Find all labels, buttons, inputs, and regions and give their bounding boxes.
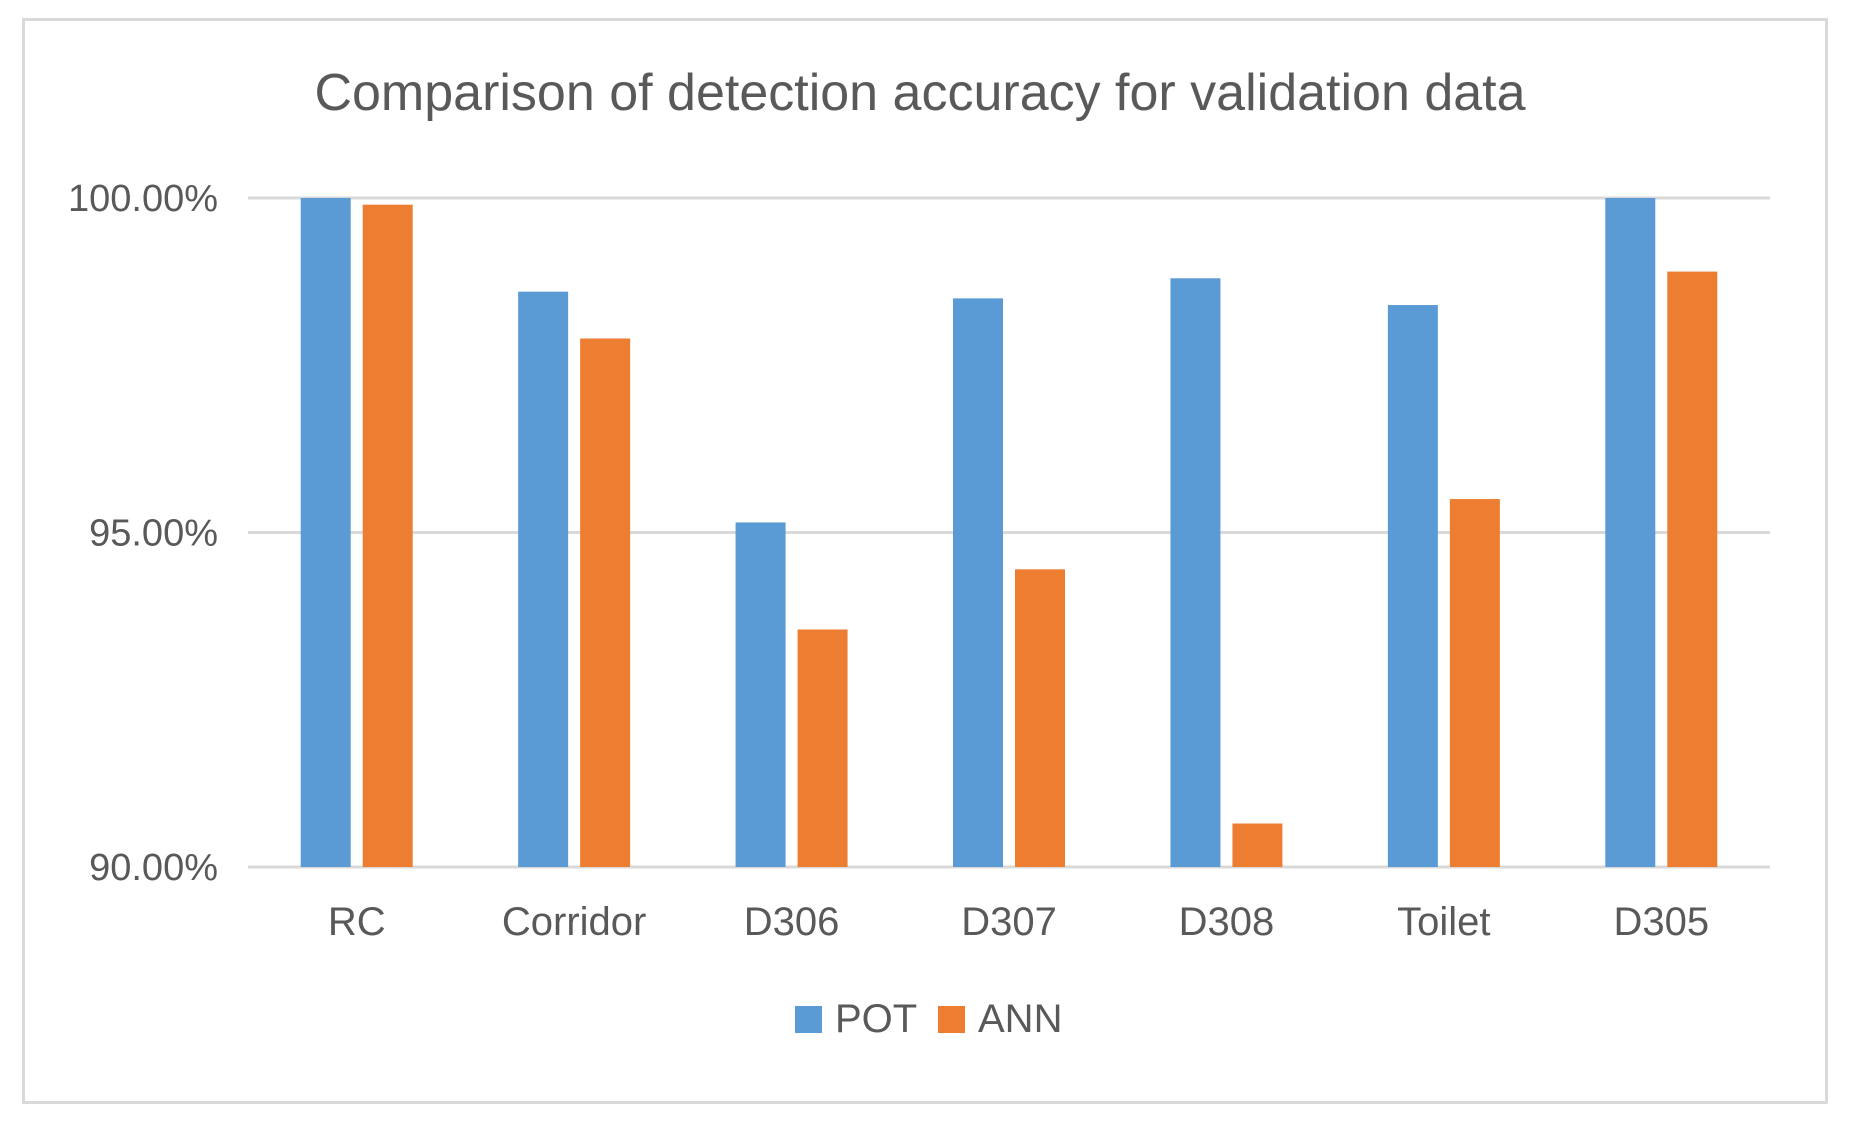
legend-label-pot: POT [835,997,917,1041]
bar-ann-toilet [1449,499,1500,867]
bar-ann-d307 [1015,569,1065,867]
x-category-label: RC [328,900,386,944]
legend-swatch-pot [795,1006,822,1033]
y-tick-label: 100.00% [68,178,218,220]
x-category-label: Corridor [502,900,646,944]
bar-ann-d308 [1232,823,1283,867]
bar-pot-corridor [518,291,569,867]
x-category-label: D308 [1179,900,1275,944]
x-category-label: Toilet [1397,900,1490,944]
x-category-label: D307 [961,900,1057,944]
x-category-label: D306 [744,900,840,944]
legend-label-ann: ANN [978,997,1062,1041]
label-layer: 90.00% 95.00% 100.00% RC Corridor D306 D307 D30… [68,178,1709,944]
bar-pot-d305 [1605,198,1656,867]
bar-pot-rc [300,198,351,867]
y-tick-label: 90.00% [89,847,218,889]
y-tick-label: 95.00% [89,513,218,555]
grid-layer [248,196,1770,869]
bar-pot-toilet [1387,305,1438,867]
bar-ann-d306 [797,629,848,867]
bar-ann-rc [362,204,413,867]
bar-pot-d306 [735,522,786,867]
bar-layer [300,198,1718,868]
bar-ann-corridor [580,338,631,867]
bar-ann-d305 [1667,271,1718,868]
bar-pot-d308 [1170,278,1221,867]
bar-pot-d307 [953,298,1003,868]
legend-swatch-ann [938,1006,965,1033]
chart-title: Comparison of detection accuracy for val… [314,64,1525,122]
x-category-label: D305 [1613,900,1709,944]
legend: POT ANN [795,997,1062,1041]
